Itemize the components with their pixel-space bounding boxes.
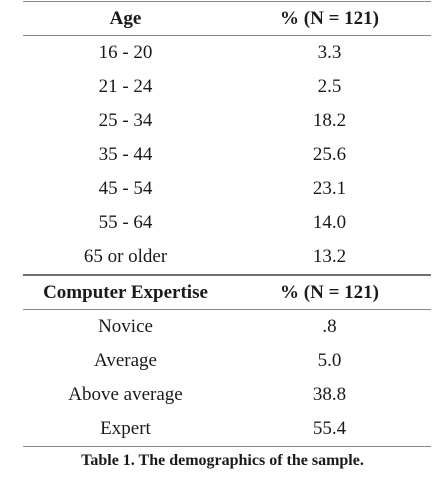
- row-value: 13.2: [312, 246, 347, 267]
- table-row: 35 - 44 25.6: [23, 138, 431, 172]
- row-value: 2.5: [317, 76, 342, 97]
- row-label: Novice: [98, 316, 153, 337]
- row-value: 38.8: [312, 384, 347, 405]
- section-divider-rule: [23, 274, 431, 276]
- table-caption: Table 1. The demographics of the sample.: [81, 452, 364, 469]
- age-header-label: Age: [109, 7, 142, 29]
- table-row: Novice .8: [23, 310, 431, 344]
- table-row: 21 - 24 2.5: [23, 70, 431, 104]
- row-value: 55.4: [312, 418, 347, 439]
- row-label: 25 - 34: [98, 110, 153, 131]
- row-label: 35 - 44: [98, 144, 153, 165]
- age-header-value: % (N = 121): [280, 7, 379, 29]
- row-label: Average: [94, 350, 157, 371]
- bottom-rule: [23, 446, 431, 447]
- table-row: 45 - 54 23.1: [23, 172, 431, 206]
- row-label: 55 - 64: [98, 212, 153, 233]
- table-row: 55 - 64 14.0: [23, 206, 431, 240]
- row-value: 23.1: [312, 178, 347, 199]
- row-label: Above average: [68, 384, 183, 405]
- expertise-header-rule: [23, 309, 431, 310]
- table-row: 16 - 20 3.3: [23, 36, 431, 70]
- expertise-header-row: Computer Expertise % (N = 121): [23, 276, 431, 309]
- table-row: Average 5.0: [23, 344, 431, 378]
- row-value: 5.0: [317, 350, 342, 371]
- row-value: 25.6: [312, 144, 347, 165]
- row-value: 18.2: [312, 110, 347, 131]
- age-header-rule: [23, 35, 431, 36]
- table-row: 65 or older 13.2: [23, 240, 431, 274]
- demographics-table: Age % (N = 121) 16 - 20 3.3 21 - 24 2.5 …: [23, 1, 431, 447]
- table-row: 25 - 34 18.2: [23, 104, 431, 138]
- row-label: 45 - 54: [98, 178, 153, 199]
- row-label: 21 - 24: [98, 76, 153, 97]
- age-header-row: Age % (N = 121): [23, 2, 431, 35]
- expertise-header-label: Computer Expertise: [43, 281, 208, 303]
- row-label: Expert: [100, 418, 151, 439]
- row-value: .8: [322, 316, 337, 337]
- row-label: 65 or older: [83, 246, 168, 267]
- top-rule: [23, 1, 431, 2]
- row-value: 3.3: [317, 42, 342, 63]
- row-value: 14.0: [312, 212, 347, 233]
- table-row: Above average 38.8: [23, 378, 431, 412]
- row-label: 16 - 20: [98, 42, 153, 63]
- expertise-header-value: % (N = 121): [280, 281, 379, 303]
- table-row: Expert 55.4: [23, 412, 431, 446]
